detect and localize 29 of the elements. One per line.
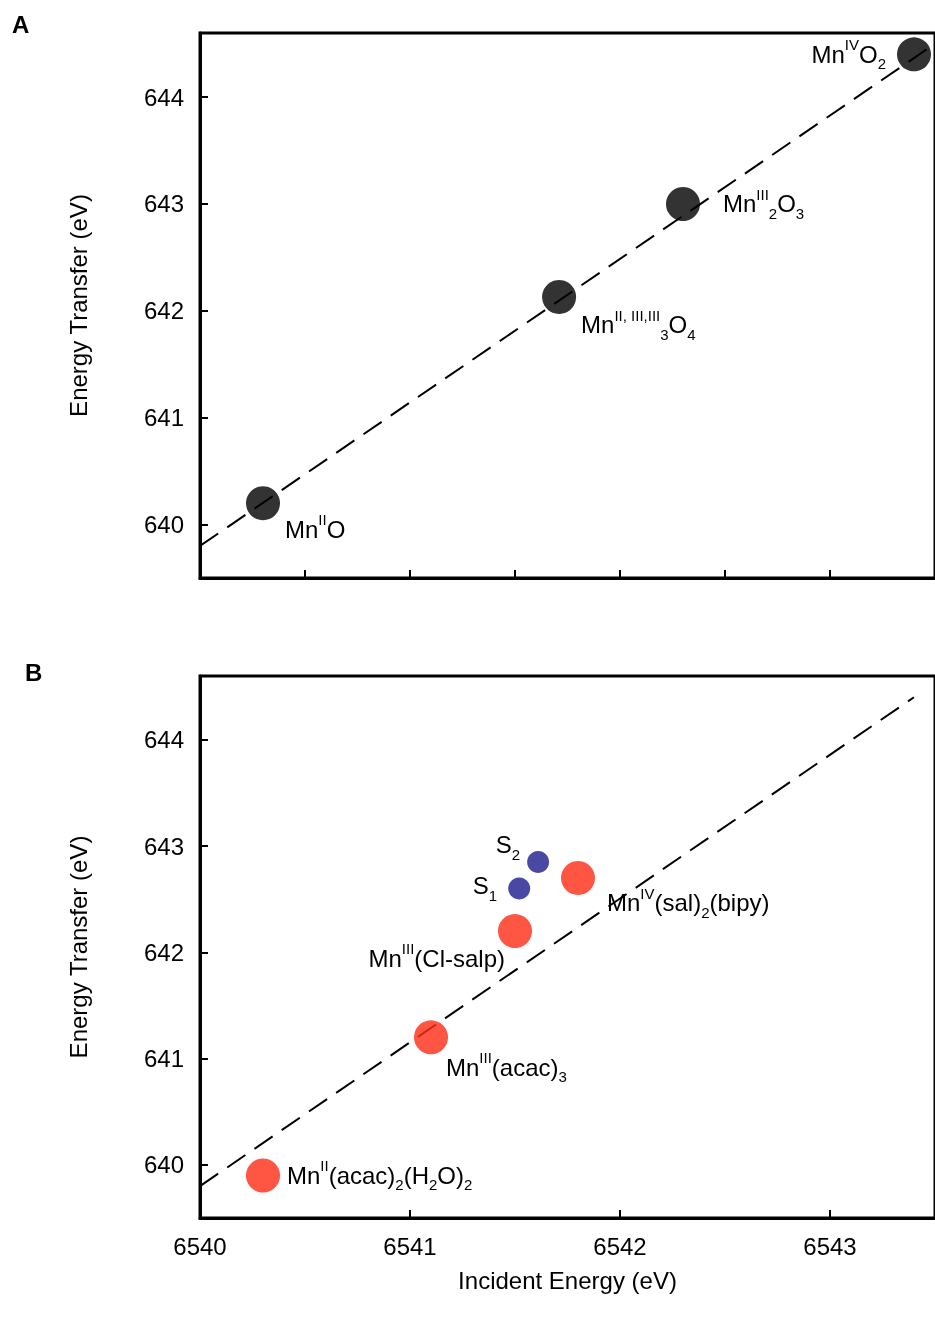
y-tick-label: 640 [143,511,184,539]
point [498,914,532,949]
x-tick-label: 6541 [383,1232,437,1260]
point [414,1020,448,1055]
y-tick-label: 642 [143,297,184,325]
x-axis-title: Incident Energy (eV) [458,1266,677,1294]
x-tick-label: 6542 [593,1232,647,1260]
point [246,1158,280,1193]
y-tick-label: 640 [143,1151,184,1179]
point [897,37,931,72]
point [246,486,280,521]
point [666,186,700,221]
x-tick-label: 6543 [803,1232,857,1260]
point [508,877,531,900]
point [527,850,550,873]
point [542,279,577,314]
y-tick-label: 641 [143,1045,184,1073]
y-axis-title: Energy Transfer (eV) [64,194,92,417]
y-tick-label: 643 [143,190,184,218]
chart-title: A [12,10,30,38]
y-axis-title: Energy Transfer (eV) [64,835,92,1059]
point [561,860,595,895]
y-tick-label: 644 [143,726,184,754]
y-tick-label: 644 [143,83,184,111]
x-tick-label: 6540 [173,1232,227,1260]
y-tick-label: 643 [143,832,184,860]
y-tick-label: 642 [143,938,184,966]
y-tick-label: 641 [143,404,184,432]
chart-title: B [25,658,43,686]
